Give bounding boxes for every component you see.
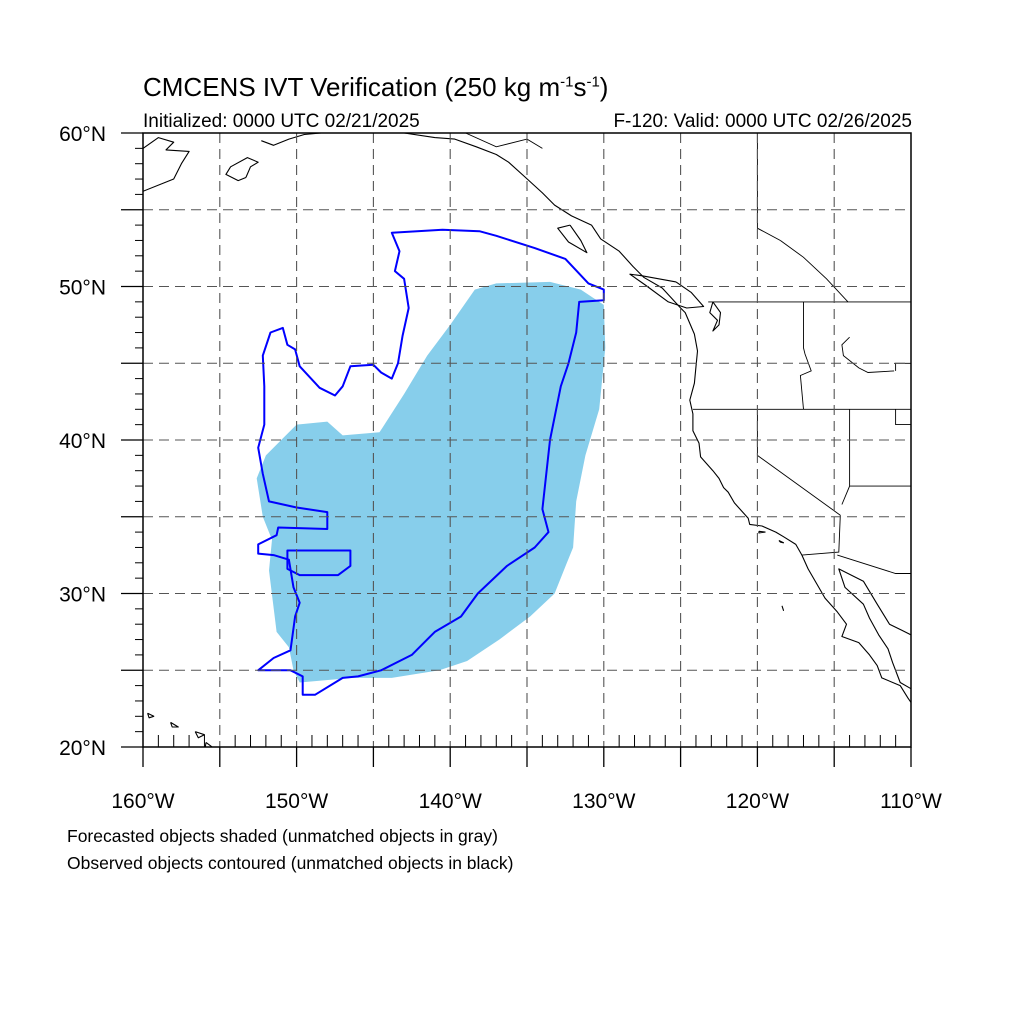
coastline-2 [261,133,322,146]
political-boundary-13 [780,240,849,303]
initialized-label: Initialized: 0000 UTC 02/21/2025 [143,111,420,132]
political-boundary-5 [799,301,812,410]
coastline-12 [778,540,785,544]
title-text: CMCENS IVT Verification (250 kg m [143,72,561,102]
political-boundary-2 [756,409,841,516]
political-boundary-3 [801,515,841,556]
y-tick-label: 30°N [59,584,106,607]
title-superscript-2: -1 [586,73,600,91]
coastline-10 [170,721,179,728]
y-tick-label: 50°N [59,277,106,300]
coastline-11 [147,712,155,719]
coastline-0 [143,137,190,192]
political-boundary-15 [434,133,543,149]
y-tick-label: 20°N [59,737,106,760]
coastline-5 [629,273,705,309]
title-text-end: ) [599,72,609,102]
title-superscript-1: -1 [560,73,574,91]
x-tick-label: 110°W [880,790,942,813]
x-tick-label: 130°W [572,790,635,813]
political-boundary-8 [841,409,851,505]
y-tick-label: 60°N [59,123,106,146]
coastline-3 [355,133,911,703]
coastline-7 [709,301,722,332]
political-boundary-12 [756,133,781,241]
political-boundary-9 [895,409,911,426]
coastline-8 [204,741,214,747]
coastline-14 [781,605,785,611]
forecast-object [256,281,606,683]
coastline-4 [838,568,911,690]
coastline-1 [225,157,259,182]
coastline-9 [194,731,205,739]
observed-object-contour [257,228,605,696]
valid-time-label: F-120: Valid: 0000 UTC 02/26/2025 [613,111,912,132]
observed-footnote: Observed objects contoured (unmatched ob… [67,853,514,873]
x-tick-label: 150°W [265,790,328,813]
political-boundary-4 [837,554,911,574]
forecast-footnote: Forecasted objects shaded (unmatched obj… [67,826,498,846]
x-tick-label: 140°W [419,790,482,813]
title-text-mid: s [573,72,587,102]
x-tick-label: 160°W [111,790,174,813]
political-boundary-14 [841,336,895,373]
observed-object-inner-contour [286,549,352,577]
coastline-13 [758,530,766,534]
map-title: CMCENS IVT Verification (250 kg m-1s-1) [143,72,608,103]
coastline-6 [557,224,588,254]
y-tick-label: 40°N [59,430,106,453]
x-tick-label: 120°W [726,790,789,813]
